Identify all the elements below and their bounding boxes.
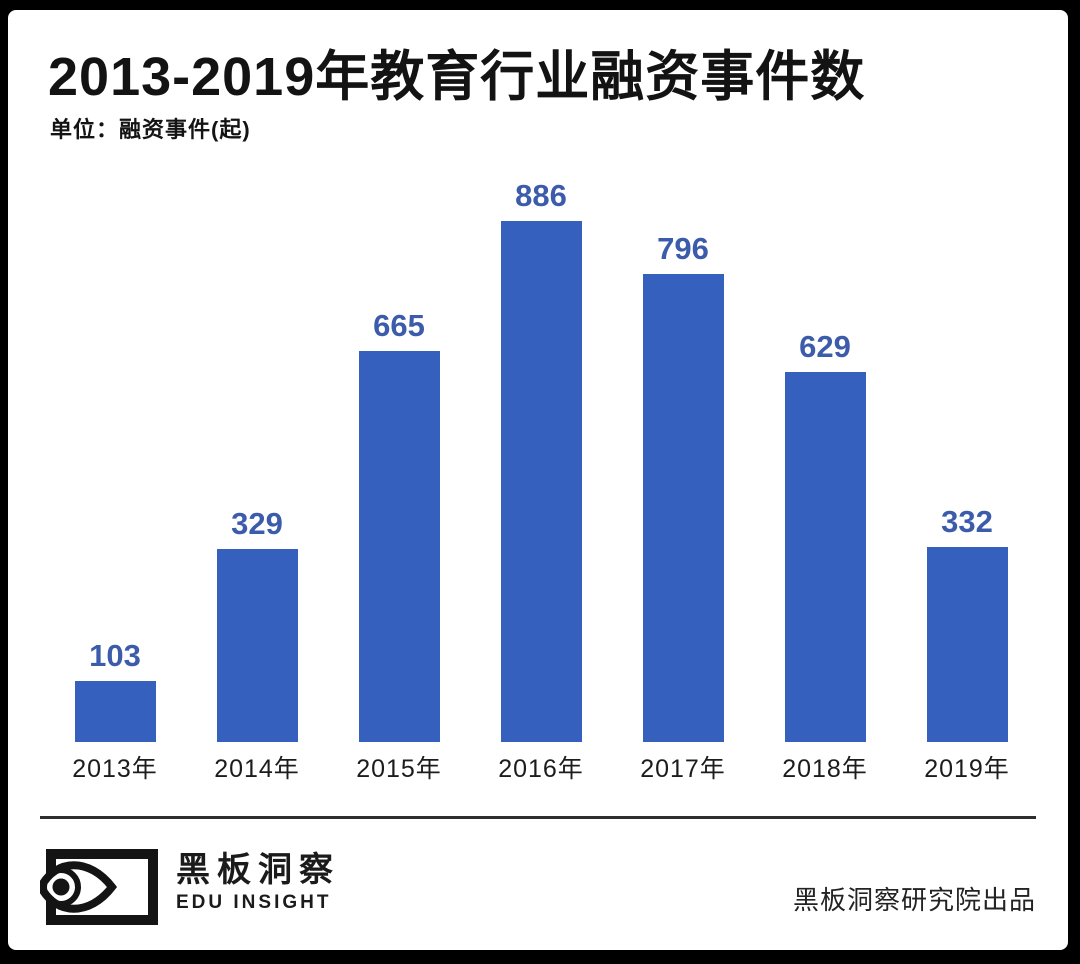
bar-value-label: 332 bbox=[941, 504, 993, 539]
brand-name-en: EDU INSIGHT bbox=[176, 892, 332, 914]
bar-chart: 103 2013年 329 2014年 665 2015年 886 2016年 … bbox=[44, 160, 1038, 792]
bar bbox=[500, 221, 582, 742]
bar-value-label: 103 bbox=[89, 638, 141, 673]
bar-value-label: 796 bbox=[657, 231, 709, 266]
credit-text: 黑板洞察研究院出品 bbox=[792, 885, 1036, 915]
bar-category-label: 2019年 bbox=[924, 755, 1010, 783]
bar-value-label: 329 bbox=[231, 506, 283, 541]
bar bbox=[74, 681, 156, 742]
bar-category-label: 2016年 bbox=[498, 755, 584, 783]
brand-text: 黑板洞察 EDU INSIGHT bbox=[176, 851, 340, 914]
footer: 黑板洞察 EDU INSIGHT 黑板洞察研究院出品 bbox=[40, 846, 1036, 928]
bar bbox=[642, 274, 724, 742]
footer-divider bbox=[40, 816, 1036, 819]
bar-category-label: 2013年 bbox=[72, 755, 158, 783]
bar-category-label: 2014年 bbox=[214, 755, 300, 783]
eye-logo-icon bbox=[40, 849, 158, 925]
bar-value-label: 665 bbox=[373, 308, 425, 343]
bar-column: 332 2019年 bbox=[896, 160, 1038, 792]
bar-category-label: 2015年 bbox=[356, 755, 442, 783]
bar-category-label: 2017年 bbox=[640, 755, 726, 783]
brand-name-cn: 黑板洞察 bbox=[176, 851, 340, 889]
bar-column: 886 2016年 bbox=[470, 160, 612, 792]
chart-unit-label: 单位：融资事件(起) bbox=[50, 117, 251, 142]
bar bbox=[926, 547, 1008, 742]
bar-value-label: 629 bbox=[799, 329, 851, 364]
chart-title: 2013-2019年教育行业融资事件数 bbox=[48, 47, 866, 107]
bar-column: 665 2015年 bbox=[328, 160, 470, 792]
bar bbox=[358, 351, 440, 742]
bar bbox=[784, 372, 866, 742]
bar-column: 329 2014年 bbox=[186, 160, 328, 792]
bar-column: 103 2013年 bbox=[44, 160, 186, 792]
brand-logo: 黑板洞察 EDU INSIGHT bbox=[40, 846, 340, 928]
bar-column: 796 2017年 bbox=[612, 160, 754, 792]
bar-value-label: 886 bbox=[515, 178, 567, 213]
bar bbox=[216, 549, 298, 742]
bar-category-label: 2018年 bbox=[782, 755, 868, 783]
bar-column: 629 2018年 bbox=[754, 160, 896, 792]
infographic-card: 2013-2019年教育行业融资事件数 单位：融资事件(起) 103 2013年… bbox=[8, 10, 1068, 950]
